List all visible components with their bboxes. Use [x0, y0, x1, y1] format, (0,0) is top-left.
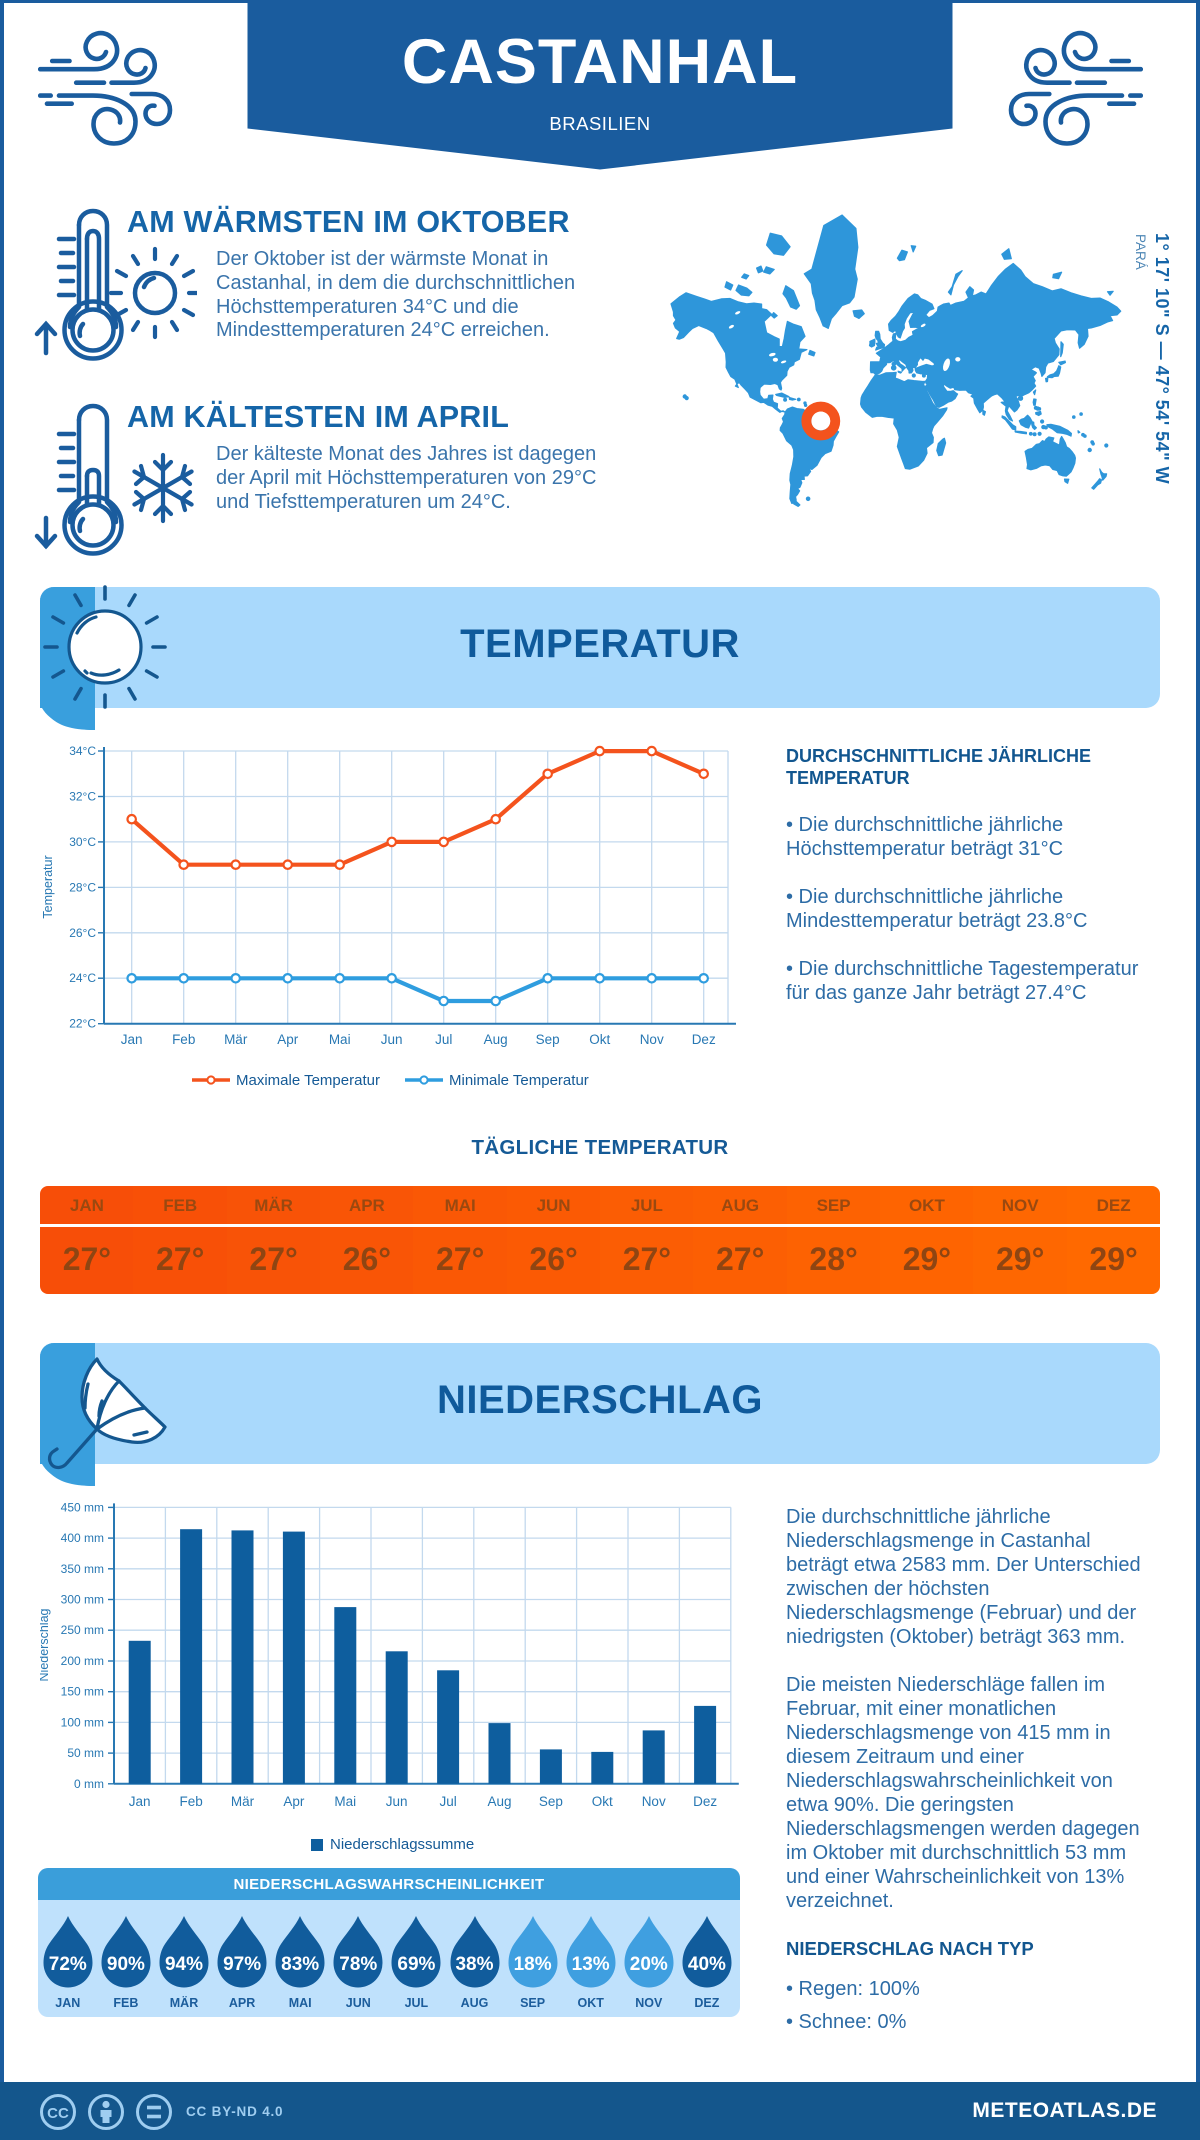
svg-text:Sep: Sep: [539, 1794, 563, 1809]
svg-text:Temperatur: Temperatur: [41, 855, 55, 918]
svg-text:32°C: 32°C: [69, 790, 96, 804]
svg-text:CC: CC: [47, 2105, 69, 2122]
svg-text:Aug: Aug: [487, 1794, 511, 1809]
svg-text:350 mm: 350 mm: [61, 1562, 104, 1576]
svg-text:100 mm: 100 mm: [61, 1715, 104, 1729]
svg-text:30°C: 30°C: [69, 835, 96, 849]
svg-text:Feb: Feb: [179, 1794, 202, 1809]
svg-text:24°C: 24°C: [69, 971, 96, 985]
svg-text:Mär: Mär: [231, 1794, 255, 1809]
svg-text:Mai: Mai: [334, 1794, 356, 1809]
svg-text:Minimale Temperatur: Minimale Temperatur: [449, 1072, 589, 1089]
svg-text:26°C: 26°C: [69, 926, 96, 940]
svg-text:250 mm: 250 mm: [61, 1623, 104, 1637]
svg-text:Okt: Okt: [589, 1032, 610, 1047]
svg-text:Jul: Jul: [439, 1794, 456, 1809]
svg-text:Niederschlag: Niederschlag: [40, 1608, 51, 1681]
svg-text:Apr: Apr: [283, 1794, 305, 1809]
svg-text:Sep: Sep: [536, 1032, 560, 1047]
svg-text:Jan: Jan: [129, 1794, 151, 1809]
svg-text:Nov: Nov: [642, 1794, 666, 1809]
svg-text:Niederschlagssumme: Niederschlagssumme: [330, 1836, 474, 1853]
svg-text:Maximale Temperatur: Maximale Temperatur: [236, 1072, 380, 1089]
svg-text:450 mm: 450 mm: [61, 1500, 104, 1514]
svg-text:Jun: Jun: [381, 1032, 403, 1047]
svg-text:150 mm: 150 mm: [61, 1685, 104, 1699]
svg-text:Dez: Dez: [692, 1032, 716, 1047]
svg-text:Apr: Apr: [277, 1032, 299, 1047]
svg-text:Nov: Nov: [640, 1032, 664, 1047]
svg-text:Jun: Jun: [386, 1794, 408, 1809]
svg-text:22°C: 22°C: [69, 1017, 96, 1031]
svg-text:Feb: Feb: [172, 1032, 195, 1047]
svg-text:200 mm: 200 mm: [61, 1654, 104, 1668]
svg-text:Aug: Aug: [484, 1032, 508, 1047]
svg-text:Okt: Okt: [592, 1794, 613, 1809]
svg-text:Jul: Jul: [435, 1032, 452, 1047]
svg-text:Mär: Mär: [224, 1032, 248, 1047]
svg-text:400 mm: 400 mm: [61, 1531, 104, 1545]
svg-text:50 mm: 50 mm: [67, 1746, 104, 1760]
svg-text:34°C: 34°C: [69, 744, 96, 758]
svg-text:Jan: Jan: [121, 1032, 143, 1047]
svg-text:28°C: 28°C: [69, 880, 96, 894]
svg-text:Dez: Dez: [693, 1794, 717, 1809]
svg-text:0 mm: 0 mm: [74, 1777, 104, 1791]
svg-text:300 mm: 300 mm: [61, 1593, 104, 1607]
svg-text:Mai: Mai: [329, 1032, 351, 1047]
